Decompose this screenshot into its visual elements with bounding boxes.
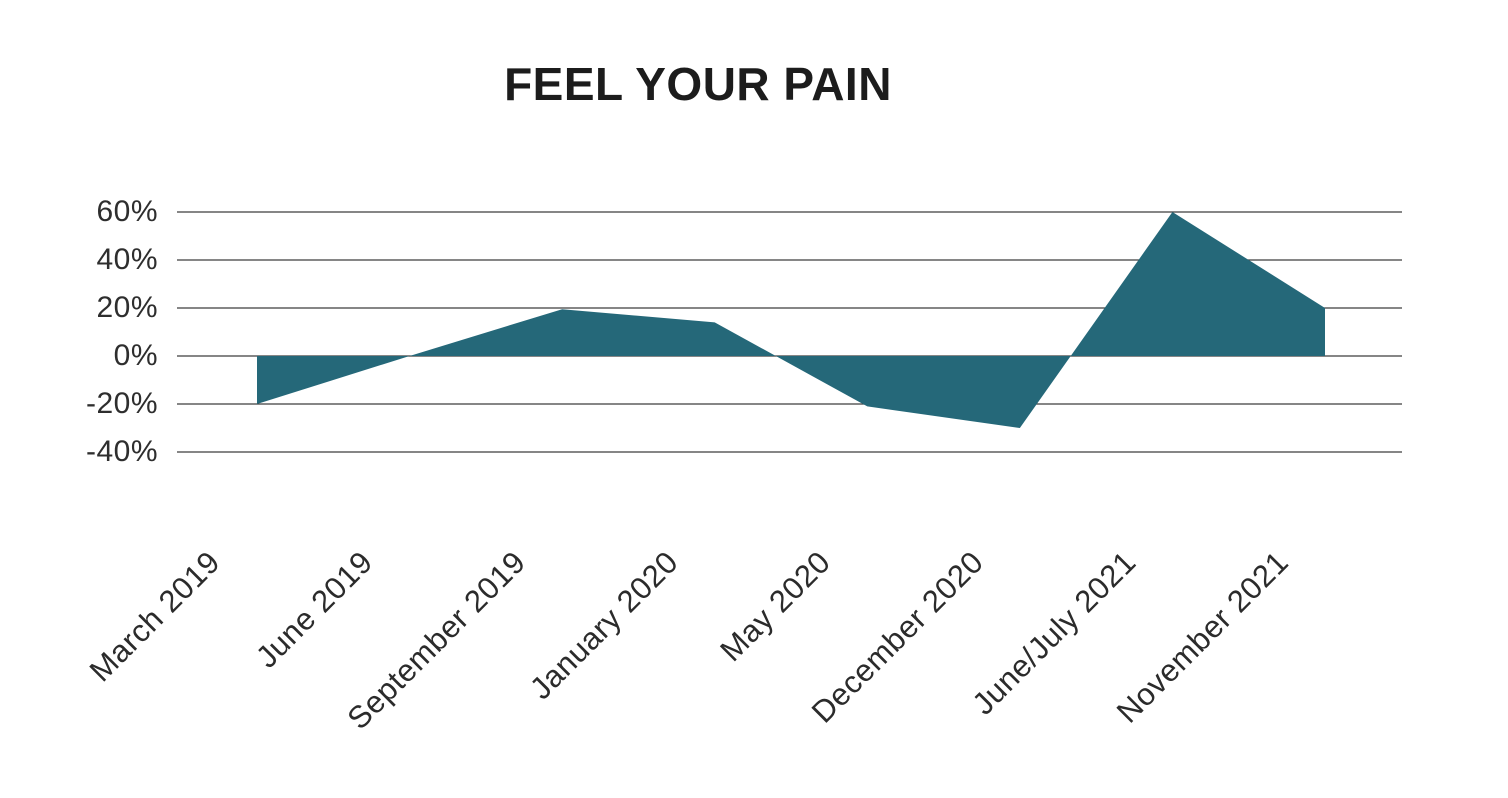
y-axis-label: 20%	[96, 291, 158, 324]
area-series	[257, 212, 1325, 428]
chart-title: FEEL YOUR PAIN	[504, 58, 892, 110]
y-axis-label: 60%	[96, 195, 158, 228]
y-axis-label: -20%	[85, 387, 158, 420]
y-axis-label: 0%	[113, 339, 158, 372]
y-axis-label: 40%	[96, 243, 158, 276]
y-axis-label: -40%	[85, 435, 158, 468]
